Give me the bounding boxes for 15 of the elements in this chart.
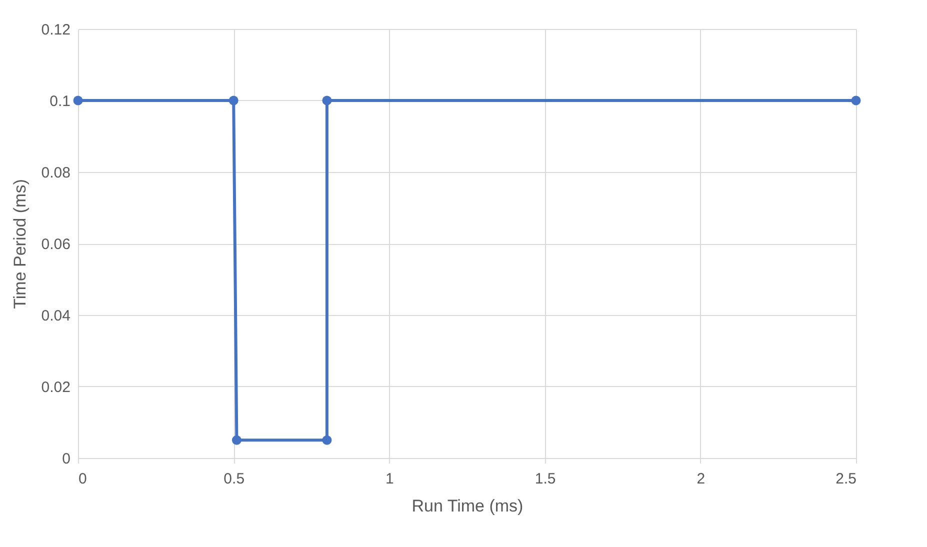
y-axis-title: Time Period (ms) [10, 179, 30, 309]
y-tick-label: 0.12 [41, 22, 70, 38]
x-tick-label: 2.5 [836, 470, 856, 488]
x-axis-title: Run Time (ms) [412, 496, 524, 516]
x-tick-label: 2 [696, 470, 706, 488]
y-tick-label: 0.02 [41, 379, 70, 396]
y-tick-label: 0.04 [41, 308, 70, 324]
x-tick-label: 0 [78, 470, 87, 488]
y-tick-label: 0.08 [41, 164, 70, 182]
x-tick-label: 0.5 [224, 470, 245, 488]
y-tick-label: 0.06 [41, 236, 70, 253]
x-tick-label: 1 [386, 470, 394, 488]
y-tick-label: 0 [62, 450, 70, 468]
x-tick-label: 1.5 [534, 470, 556, 488]
y-tick-label: 0.1 [50, 93, 70, 110]
